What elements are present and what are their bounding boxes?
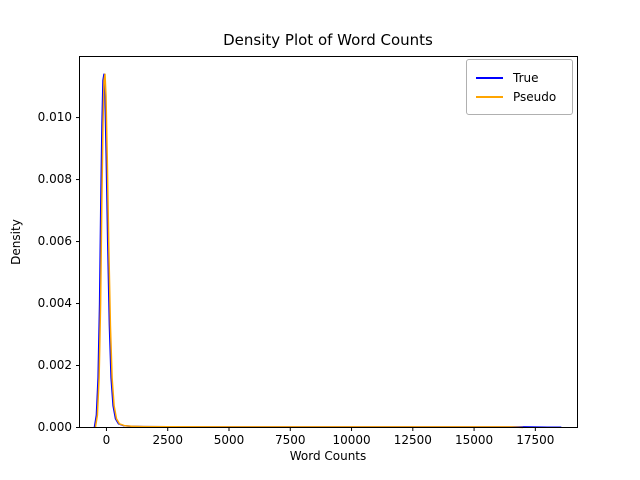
y-tick-label: 0.006 — [37, 234, 72, 249]
x-tick-label: 5000 — [213, 433, 245, 447]
legend: True Pseudo — [466, 59, 573, 115]
x-tick-label: 10000 — [332, 433, 371, 447]
legend-label: Pseudo — [513, 89, 557, 104]
legend-line-icon — [476, 95, 503, 98]
series-line-true — [93, 73, 562, 429]
legend-entry-true: True — [476, 69, 563, 86]
x-tick-label: 7500 — [274, 433, 306, 447]
x-tick-label: 12500 — [393, 433, 432, 447]
y-tick-label: 0.000 — [37, 420, 72, 434]
legend-line-icon — [476, 76, 503, 79]
chart-title: Density Plot of Word Counts — [223, 31, 433, 49]
y-tick-label: 0.004 — [37, 296, 72, 311]
x-tick-label: 15000 — [454, 433, 494, 447]
y-axis-label: Density — [9, 219, 23, 265]
x-tick-label: 0 — [102, 433, 111, 447]
y-tick-label: 0.002 — [37, 358, 72, 372]
x-tick-label: 17500 — [516, 433, 555, 447]
legend-entry-pseudo: Pseudo — [476, 88, 563, 105]
x-axis-label: Word Counts — [289, 449, 367, 463]
x-tick-label: 2500 — [152, 433, 183, 447]
legend-label: True — [513, 70, 539, 85]
series-line-pseudo — [94, 73, 524, 429]
y-tick-label: 0.008 — [37, 172, 72, 187]
y-tick-label: 0.010 — [37, 110, 72, 125]
